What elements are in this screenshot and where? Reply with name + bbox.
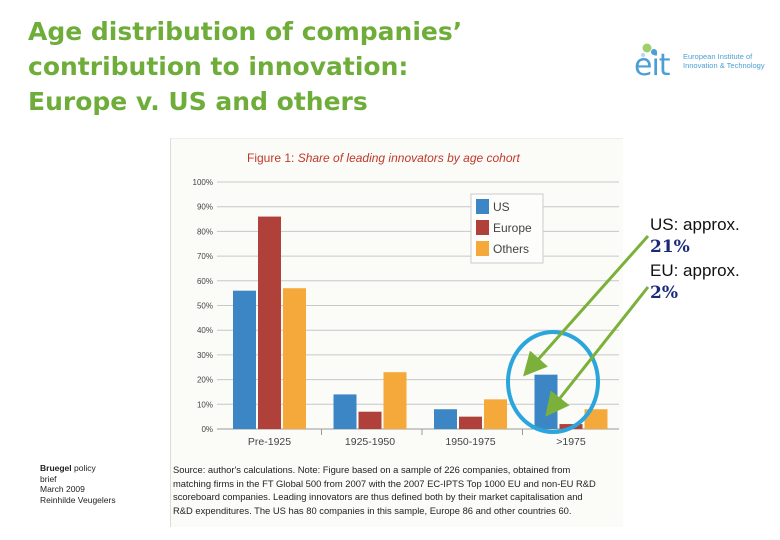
y-tick-label: 50%	[197, 302, 213, 311]
legend-swatch-others	[476, 241, 489, 256]
citation: Bruegel policy brief March 2009 Reinhild…	[40, 463, 116, 505]
bar-us-2	[434, 409, 457, 429]
y-tick-label: 90%	[197, 203, 213, 212]
bar-europe-0	[258, 216, 281, 429]
us-approx-value: 21%	[650, 237, 690, 257]
eit-logo: eit European Institute of Innovation & T…	[630, 40, 780, 90]
figure-caption: Source: author's calculations. Note: Fig…	[173, 463, 623, 517]
bar-others-2	[484, 399, 507, 429]
citation-line-3: March 2009	[40, 484, 85, 494]
title-line-1: Age distribution of companies’	[28, 17, 463, 46]
bar-others-1	[383, 372, 407, 429]
legend-label-us: US	[493, 200, 510, 214]
figure-title: Figure 1: Share of leading innovators by…	[247, 151, 521, 165]
figure-title-prefix: Figure 1:	[247, 151, 298, 165]
bar-others-0	[283, 288, 306, 429]
y-tick-label: 0%	[201, 425, 213, 434]
y-tick-label: 60%	[197, 277, 213, 286]
figure-panel: Figure 1: Share of leading innovators by…	[170, 138, 623, 527]
citation-publisher: Bruegel	[40, 463, 72, 473]
legend-label-others: Others	[493, 242, 529, 256]
citation-line-4: Reinhilde Veugelers	[40, 494, 116, 505]
y-tick-label: 20%	[197, 376, 213, 385]
title-line-2: contribution to innovation:	[28, 52, 409, 81]
y-tick-label: 80%	[197, 227, 213, 236]
bar-chart: Figure 1: Share of leading innovators by…	[193, 151, 619, 448]
legend-swatch-europe	[476, 220, 489, 235]
y-tick-label: 70%	[197, 252, 213, 261]
caption-line-1: Source: author's calculations. Note: Fig…	[173, 464, 571, 475]
legend-label-europe: Europe	[493, 221, 532, 235]
x-category-label: 1925-1950	[345, 436, 395, 448]
bar-europe-1	[358, 411, 382, 429]
citation-line-2: brief	[40, 473, 57, 484]
logo-dots-icon	[640, 43, 657, 58]
eu-approx-label: EU: approx.	[650, 261, 740, 280]
logo-text-line-1: European Institute of	[683, 52, 753, 61]
annotation-box: US: approx. 21% EU: approx. 2%	[650, 213, 740, 305]
bar-europe-3	[559, 424, 583, 429]
bar-us-1	[333, 394, 357, 429]
citation-line-1-rest: policy	[71, 463, 96, 473]
x-category-label: Pre-1925	[248, 436, 291, 448]
eu-approx-value: 2%	[650, 283, 678, 303]
y-tick-label: 100%	[193, 178, 213, 187]
caption-line-4: R&D expenditures. The US has 80 companie…	[173, 504, 572, 516]
x-category-label: >1975	[556, 436, 586, 448]
slide-title: Age distribution of companies’ contribut…	[28, 14, 588, 119]
bar-us-3	[534, 374, 558, 429]
legend-swatch-us	[476, 199, 489, 214]
logo-mark: eit	[634, 48, 671, 83]
bar-others-3	[584, 409, 608, 429]
caption-line-3: scoreboard companies. Leading innovators…	[173, 491, 583, 502]
figure-title-main: Share of leading innovators by age cohor…	[298, 151, 521, 165]
logo-text: European Institute of Innovation & Techn…	[683, 52, 778, 70]
bar-europe-2	[459, 416, 482, 429]
y-tick-label: 10%	[197, 400, 213, 409]
logo-text-line-2: Innovation & Technology	[683, 61, 765, 70]
caption-line-2: matching firms in the FT Global 500 from…	[173, 477, 596, 489]
us-approx-label: US: approx.	[650, 215, 740, 234]
y-tick-label: 40%	[197, 326, 213, 335]
y-tick-label: 30%	[197, 351, 213, 360]
title-line-3: Europe v. US and others	[28, 87, 368, 116]
x-category-label: 1950-1975	[445, 436, 495, 448]
bar-us-0	[233, 290, 256, 429]
